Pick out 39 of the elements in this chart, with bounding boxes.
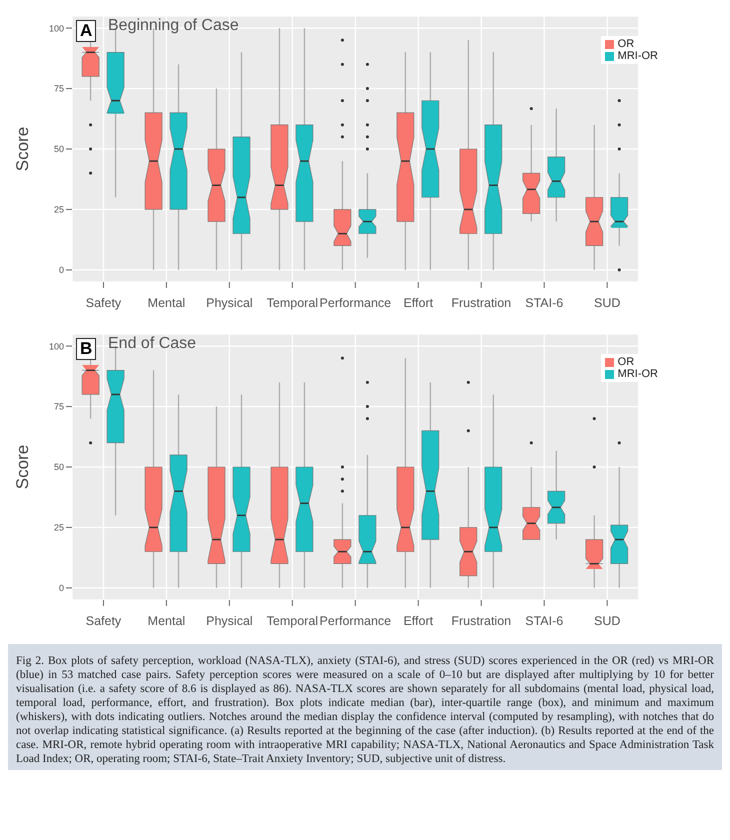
y-axis-title: Score [13,126,32,172]
caption: Fig 2. Box plots of safety perception, workload (NASA-TLX), anxiety (STAI-6), and stress (SUD) scores experienced in the OR (red) vs MRI-OR (blue) in 53 matched case pairs. Safety perception scores were measured on a scale of 0–10 but are displayed after multiplying by 10 for better visualisation (i.e. a safety score of 8.6 is displayed as 86). NASA-TLX scores are shown separately for all subdomains (mental load, physical load, temporal load, performance, effort, and frustration). Box plots indicate median (bar), inter-quartile range (box), and minimum and maximum (whiskers), with dots indicating outliers. Notches around the median display the confidence interval (computed by resampling), with notches that do not overlap indicating statistical significance. (a) Results reported at the beginning of the case (after induction). (b) Results reported at the end of the case. MRI-OR, remote hybrid operating room with intraoperative MRI capability; NASA-TLX, National Aeronautics and Space Administration Task Load Index; OR, operating room; STAI-6, State–Trait Anxiety Inventory; SUD, subjective unit of distress. [15,654,715,767]
x-tick-label: SUD [594,614,620,628]
y-tick-label: 100 [48,341,64,352]
x-tick-label: Frustration [451,614,512,628]
x-tick-label: Effort [403,296,434,310]
y-tick-label: 0 [58,265,64,276]
x-tick-label: Frustration [451,296,512,310]
y-axis-title: Score [13,444,32,490]
x-tick-label: Safety [86,614,122,628]
x-tick-label: Mental [148,614,186,628]
y-tick-label: 75 [54,402,64,412]
x-tick-label: Performance [320,296,392,310]
x-tick-label: STAI-6 [525,614,564,628]
x-tick-label: Performance [320,614,392,628]
x-tick-label: Physical [206,614,253,628]
y-tick-label: 100 [48,23,64,34]
legend-label: MRI-OR [618,50,658,62]
y-tick-label: 0 [58,583,64,594]
x-tick-label: Temporal [266,614,318,628]
y-tick-label: 25 [54,522,64,533]
legend-label: OR [618,38,634,50]
x-tick-label: Mental [148,296,186,310]
x-tick-label: Safety [86,296,122,310]
annotation: A [76,20,96,42]
x-tick-label: SUD [594,296,620,310]
x-tick-label: STAI-6 [525,296,564,310]
y-tick-label: 75 [54,84,64,94]
y-tick-label: 50 [54,144,64,154]
y-tick-label: 25 [54,204,64,215]
chart-title: End of Case [108,335,196,353]
legend-label: MRI-OR [618,368,658,380]
legend-label: OR [618,356,634,368]
chart-title: Beginning of Case [108,17,239,35]
annotation: B [76,338,96,360]
x-tick-label: Physical [206,296,253,310]
x-tick-label: Effort [403,614,434,628]
y-tick-label: 50 [54,462,64,472]
x-tick-label: Temporal [266,296,318,310]
